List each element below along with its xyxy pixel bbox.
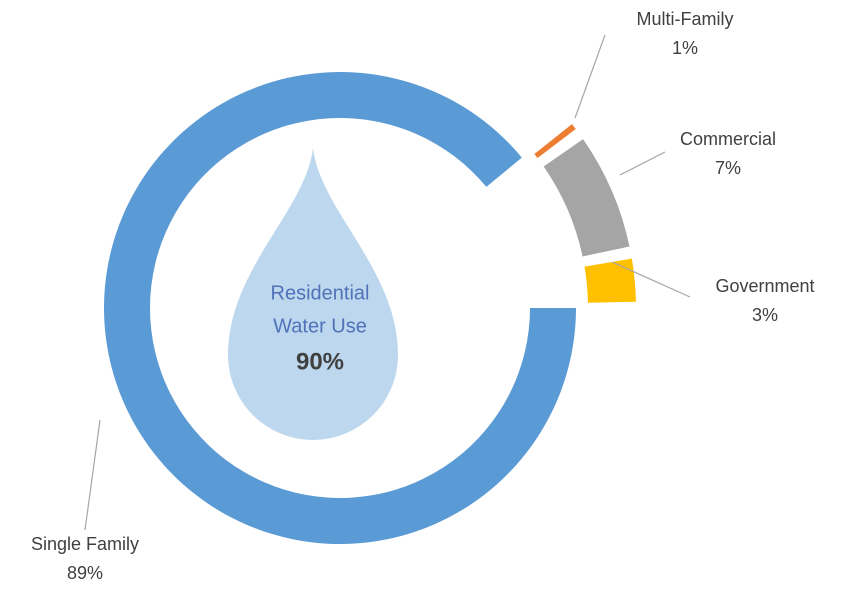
segment-label: Single Family — [31, 534, 139, 554]
donut-segment — [584, 258, 636, 303]
segment-value: 7% — [715, 158, 741, 178]
leader-line — [84, 419, 101, 531]
segment-value: 3% — [752, 305, 778, 325]
segment-label: Commercial — [680, 129, 776, 149]
donut-segment — [534, 124, 576, 159]
water-drop — [228, 148, 398, 440]
segment-label: Government — [715, 276, 814, 296]
segment-label: Multi-Family — [637, 9, 734, 29]
leader-line — [611, 261, 691, 298]
center-label: Residential — [271, 282, 370, 304]
center-label: Water Use — [273, 315, 367, 337]
segment-value: 89% — [67, 563, 103, 583]
leader-line — [619, 151, 666, 176]
center-value: 90% — [296, 348, 344, 375]
donut-segment — [543, 139, 630, 257]
leader-line — [574, 34, 606, 119]
segment-value: 1% — [672, 38, 698, 58]
